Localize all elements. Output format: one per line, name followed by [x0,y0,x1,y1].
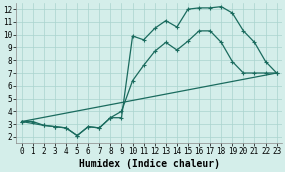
X-axis label: Humidex (Indice chaleur): Humidex (Indice chaleur) [79,159,220,169]
